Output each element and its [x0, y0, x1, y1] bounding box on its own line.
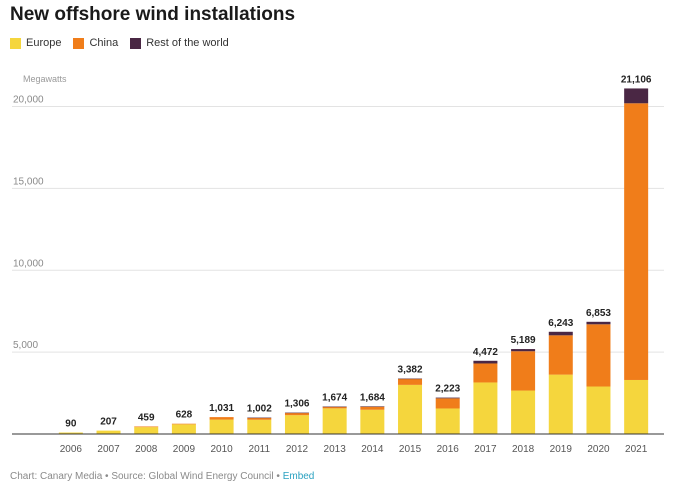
x-tick-label: 2016: [437, 444, 460, 455]
x-tick-label: 2018: [512, 444, 535, 455]
bar-segment-rest-of-the-world: [360, 406, 385, 407]
bar-segment-rest-of-the-world: [624, 88, 649, 104]
total-label: 90: [65, 419, 77, 430]
y-tick-label: 20,000: [13, 95, 44, 106]
bar-segment-china: [548, 335, 573, 375]
total-label: 1,031: [209, 403, 234, 414]
bar-segment-europe: [398, 384, 423, 434]
legend-swatch-europe: [10, 37, 21, 49]
total-label: 21,106: [621, 74, 652, 85]
bar-segment-rest-of-the-world: [398, 378, 423, 380]
chart-footer: Chart: Canary Media • Source: Global Win…: [10, 471, 314, 482]
bar-segment-europe: [624, 379, 649, 434]
legend-label-rest-of-world: Rest of the world: [146, 37, 229, 49]
chart-legend: Europe China Rest of the world: [10, 37, 241, 49]
bar-segment-china: [398, 378, 423, 385]
total-label: 628: [176, 410, 193, 421]
legend-item-europe: Europe: [10, 37, 61, 49]
legend-swatch-rest-of-world: [130, 37, 142, 49]
bar-segment-europe: [96, 430, 121, 434]
bar-segment-china: [171, 423, 196, 425]
bar-segment-europe: [322, 408, 347, 434]
total-label: 1,306: [284, 399, 309, 410]
legend-label-europe: Europe: [26, 37, 62, 49]
total-label: 6,853: [586, 308, 611, 319]
total-label: 459: [138, 412, 155, 423]
bar-segment-europe: [548, 374, 573, 434]
bar-segment-china: [435, 398, 460, 409]
total-labels: 90 207 459 628 1,031 1,002 1,306 1,674 1,684 3,38…: [65, 74, 652, 429]
bar-segment-china: [134, 426, 159, 428]
total-label: 207: [100, 417, 117, 428]
total-label: 4,472: [473, 347, 498, 358]
legend-item-china: China: [73, 37, 118, 49]
y-axis-unit-label: Megawatts: [23, 74, 67, 84]
bar-segment-europe: [134, 427, 159, 434]
total-label: 3,382: [398, 365, 423, 376]
bar-segment-rest-of-the-world: [511, 349, 536, 352]
total-label: 1,002: [247, 404, 272, 415]
bar-segment-europe: [360, 409, 385, 434]
x-tick-label: 2008: [135, 444, 158, 455]
bar-segment-rest-of-the-world: [586, 321, 611, 325]
x-tick-label: 2013: [324, 444, 347, 455]
bar-segment-europe: [435, 408, 460, 434]
y-tick-label: 10,000: [13, 258, 44, 269]
bar-segment-rest-of-the-world: [322, 406, 347, 408]
chart-title: New offshore wind installations: [10, 4, 296, 25]
bar-segment-china: [473, 363, 498, 383]
bar-segment-china: [360, 406, 385, 410]
bar-segment-europe: [284, 415, 309, 434]
total-label: 1,674: [322, 393, 347, 404]
y-tick-label: 5,000: [13, 340, 38, 351]
x-tick-label: 2011: [249, 444, 271, 455]
bar-segment-rest-of-the-world: [284, 412, 309, 414]
bar-segment-europe: [511, 390, 536, 434]
bar-segment-rest-of-the-world: [435, 397, 460, 399]
x-tick-label: 2014: [361, 444, 384, 455]
gridlines: [12, 106, 664, 353]
x-tick-label: 2017: [474, 444, 497, 455]
x-tick-label: 2009: [173, 444, 196, 455]
bar-segment-rest-of-the-world: [247, 417, 272, 419]
bar-segment-europe: [171, 424, 196, 434]
bar-segment-europe: [209, 419, 234, 434]
x-tick-label: 2012: [286, 444, 309, 455]
total-label: 5,189: [511, 335, 536, 346]
x-tick-label: 2010: [210, 444, 233, 455]
bar-segment-europe: [586, 386, 611, 434]
bar-segment-europe: [473, 382, 498, 434]
total-label: 6,243: [548, 318, 573, 329]
x-tick-label: 2006: [60, 444, 83, 455]
legend-swatch-china: [73, 37, 85, 49]
y-axis-ticks: 5,000 10,000 15,000 20,000: [13, 95, 44, 352]
total-label: 1,684: [360, 392, 385, 403]
bar-segment-rest-of-the-world: [548, 331, 573, 336]
x-tick-label: 2021: [625, 444, 648, 455]
embed-link[interactable]: Embed: [282, 471, 315, 482]
y-tick-label: 15,000: [13, 176, 44, 187]
x-tick-label: 2015: [399, 444, 422, 455]
x-tick-label: 2007: [97, 444, 120, 455]
x-tick-label: 2020: [587, 444, 610, 455]
bar-segment-china: [624, 103, 649, 380]
bar-segment-europe: [58, 432, 83, 434]
footer-source-text: Chart: Canary Media • Source: Global Win…: [10, 471, 283, 482]
legend-item-rest-of-world: Rest of the world: [130, 37, 229, 49]
bar-segment-china: [209, 417, 234, 420]
bar-segment-china: [247, 417, 272, 420]
legend-label-china: China: [89, 37, 119, 49]
bars: [58, 88, 649, 434]
bar-segment-china: [284, 413, 309, 416]
bar-segment-china: [586, 324, 611, 387]
x-axis-ticks: 2006 2007 2008 2009 2010 2011 2012 2013 2014 2015…: [60, 444, 648, 455]
bar-segment-europe: [247, 419, 272, 434]
x-tick-label: 2019: [550, 444, 573, 455]
bar-segment-rest-of-the-world: [473, 360, 498, 364]
bar-segment-china: [322, 406, 347, 409]
total-label: 2,223: [435, 384, 460, 395]
bar-segment-china: [511, 351, 536, 391]
